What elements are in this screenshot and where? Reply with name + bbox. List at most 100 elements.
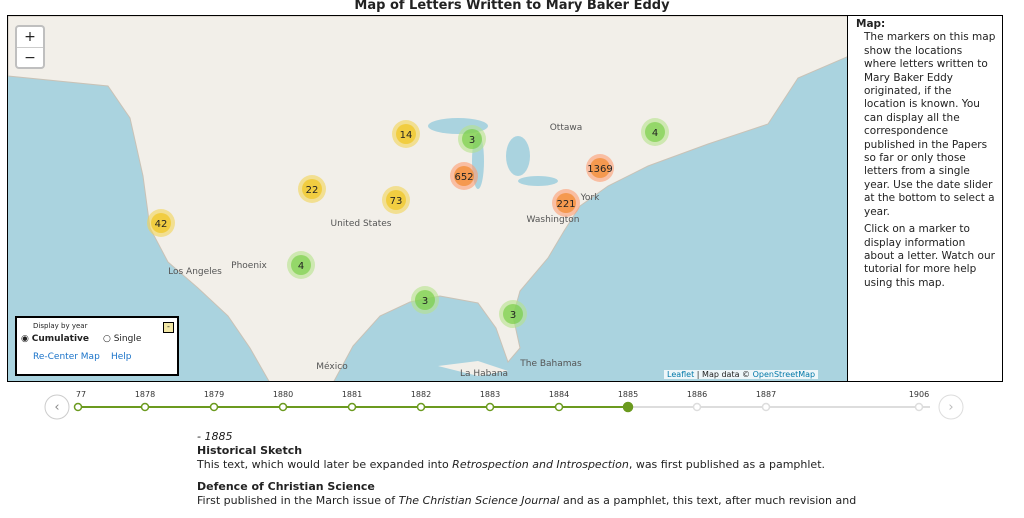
sidebar: Map: The markers on this map show the lo… xyxy=(848,15,1003,382)
cluster-marker[interactable]: 4 xyxy=(287,251,315,279)
year-dot[interactable] xyxy=(914,402,924,412)
cluster-marker[interactable]: 42 xyxy=(147,209,175,237)
zoom-out[interactable]: − xyxy=(24,50,36,66)
year-label: 1879 xyxy=(204,390,224,399)
date: - 1885 xyxy=(197,430,233,443)
single-option[interactable]: ○ Single xyxy=(103,334,142,344)
year-dot[interactable] xyxy=(554,402,564,412)
marker-count: 42 xyxy=(155,219,168,230)
year-label: 1884 xyxy=(549,390,569,399)
marker-core xyxy=(151,213,171,233)
place-labels: Ottawa United States Los Angeles Phoenix… xyxy=(168,123,600,379)
map[interactable]: Ottawa United States Los Angeles Phoenix… xyxy=(7,15,848,382)
recenter-link[interactable]: Re-Center Map xyxy=(33,352,100,362)
cluster-marker[interactable]: 221 xyxy=(552,189,580,217)
year-label: 1887 xyxy=(756,390,776,399)
year-dot[interactable] xyxy=(485,402,495,412)
prev-button[interactable]: ‹ xyxy=(54,400,59,415)
text: This text, which would later be expanded… xyxy=(197,458,453,471)
place-label: México xyxy=(316,361,348,372)
marker-count: 22 xyxy=(306,185,319,196)
year-dot[interactable] xyxy=(622,401,634,413)
year-label: 1885 xyxy=(618,390,638,399)
year-label: 1880 xyxy=(273,390,293,399)
place-label: Washington xyxy=(527,215,580,225)
cluster-marker[interactable]: 73 xyxy=(382,186,410,214)
year-dot[interactable] xyxy=(278,402,288,412)
sidebar-text: Click on a marker to display information… xyxy=(864,223,995,289)
option-label: Single xyxy=(113,334,142,344)
cluster-marker[interactable]: 3 xyxy=(411,286,439,314)
year-dot[interactable] xyxy=(73,402,83,412)
cluster-marker[interactable]: 22 xyxy=(298,175,326,203)
year-dot[interactable] xyxy=(416,402,426,412)
year-panel: Display by year - ◉ Cumulative ○ Single … xyxy=(15,316,179,376)
year-dot[interactable] xyxy=(692,402,702,412)
marker-count: 1369 xyxy=(587,164,612,175)
year-dot[interactable] xyxy=(761,402,771,412)
marker-count: 3 xyxy=(510,310,516,321)
entry-text: First published in the March issue of Th… xyxy=(197,494,856,508)
help-link[interactable]: Help xyxy=(111,352,132,362)
marker-count: 4 xyxy=(652,128,658,139)
panel-title: Display by year xyxy=(33,322,88,330)
year-dot[interactable] xyxy=(209,402,219,412)
year-label: 1881 xyxy=(342,390,362,399)
year-label: 1883 xyxy=(480,390,500,399)
timeline[interactable]: ‹ › 77 1878 1879 1880 1881 1882 1883 1884 1885 18… xyxy=(0,388,1024,426)
place-label: Ottawa xyxy=(550,123,583,133)
marker-count: 73 xyxy=(390,196,403,207)
attribution-text: | Map data © xyxy=(696,370,751,379)
text: First published in the March issue of xyxy=(197,494,399,507)
marker-core xyxy=(386,190,406,210)
year-label: 1886 xyxy=(687,390,707,399)
year-label: 1882 xyxy=(411,390,431,399)
place-label: York xyxy=(580,193,601,203)
marker-count: 4 xyxy=(298,261,304,272)
year-label: 1906 xyxy=(909,390,929,399)
collapse-button[interactable]: - xyxy=(163,322,174,333)
marker-count: 221 xyxy=(556,199,575,210)
option-label: Cumulative xyxy=(31,334,90,344)
place-label: Los Angeles xyxy=(168,267,222,277)
entry-title[interactable]: Defence of Christian Science xyxy=(197,480,375,493)
cumulative-option[interactable]: ◉ Cumulative xyxy=(21,334,90,344)
marker-core xyxy=(415,290,435,310)
place-label: Phoenix xyxy=(231,261,267,271)
cluster-marker[interactable]: 652 xyxy=(450,162,478,190)
next-button[interactable]: › xyxy=(948,400,953,415)
text: The Christian Science Journal xyxy=(398,494,560,507)
cluster-marker[interactable]: 4 xyxy=(641,118,669,146)
year-dot[interactable] xyxy=(140,402,150,412)
entry-title[interactable]: Historical Sketch xyxy=(197,444,303,457)
marker-core xyxy=(645,122,665,142)
marker-core xyxy=(503,304,523,324)
zoom-in[interactable]: + xyxy=(17,27,43,48)
marker-core xyxy=(462,129,482,149)
cluster-marker[interactable]: 14 xyxy=(392,120,420,148)
cluster-marker[interactable]: 3 xyxy=(458,125,486,153)
letter-list: - 1885 Historical Sketch This text, whic… xyxy=(197,430,856,516)
marker-count: 652 xyxy=(454,172,473,183)
year-dot[interactable] xyxy=(347,402,357,412)
attribution: Leaflet | Map data © OpenStreetMap xyxy=(664,370,819,379)
osm-link[interactable]: OpenStreetMap xyxy=(752,370,816,379)
marker-core xyxy=(454,166,474,186)
sidebar-heading: Map: xyxy=(856,18,886,30)
text: , was first published as a pamphlet. xyxy=(628,458,826,471)
cluster-marker[interactable]: 3 xyxy=(499,300,527,328)
cluster-marker[interactable]: 1369 xyxy=(586,154,614,182)
page-title: Map of Letters Written to Mary Baker Edd… xyxy=(354,0,670,13)
marker-core xyxy=(556,193,576,213)
place-label: The Bahamas xyxy=(519,359,582,369)
year-label: 1878 xyxy=(135,390,155,399)
sidebar-text: The markers on this map show the locatio… xyxy=(864,31,996,218)
marker-count: 3 xyxy=(469,135,475,146)
marker-count: 3 xyxy=(422,296,428,307)
text: Retrospection and Introspection xyxy=(452,458,629,471)
zoom-control: + − xyxy=(15,25,45,69)
leaflet-link[interactable]: Leaflet xyxy=(667,370,695,379)
place-label: United States xyxy=(331,219,392,229)
year-label: 77 xyxy=(76,390,86,399)
